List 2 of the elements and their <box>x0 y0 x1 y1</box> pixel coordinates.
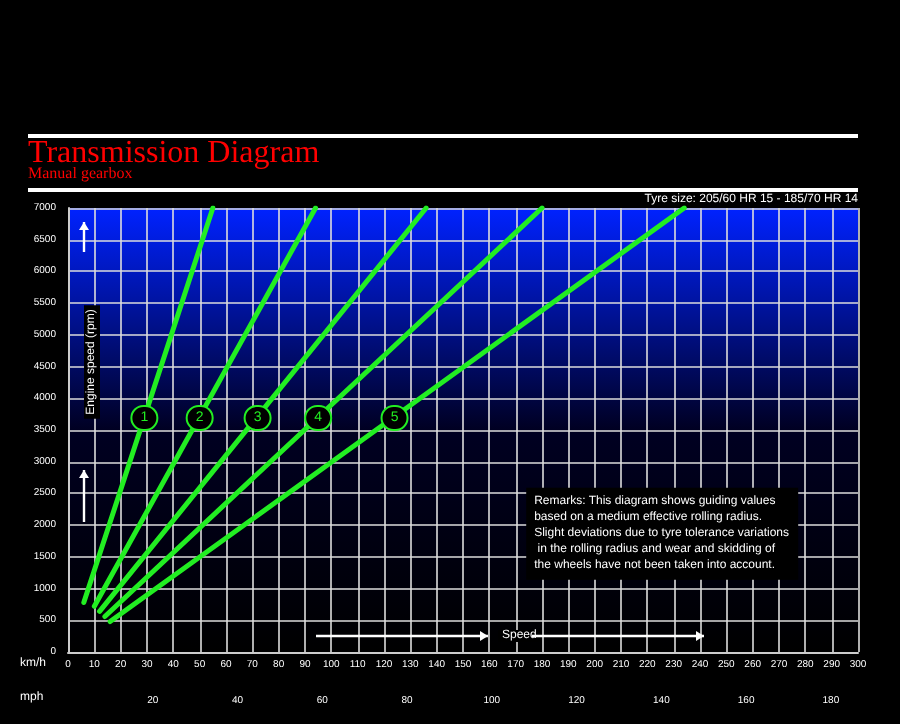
chart-subtitle: Manual gearbox <box>28 164 133 182</box>
chart-title: Transmission Diagram <box>28 136 320 170</box>
